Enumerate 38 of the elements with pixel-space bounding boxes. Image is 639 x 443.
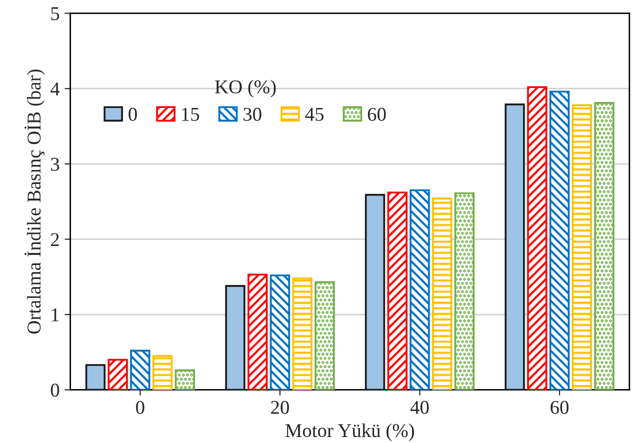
bar <box>410 189 430 390</box>
bar <box>292 277 312 390</box>
bar <box>152 355 173 390</box>
bar <box>314 281 335 390</box>
bar <box>248 274 268 390</box>
y-tick-label: 2 <box>51 233 59 246</box>
bar <box>432 198 452 390</box>
bar <box>130 350 150 390</box>
bar <box>549 90 570 390</box>
bar <box>225 285 246 390</box>
bar <box>85 364 106 390</box>
x-tick-label: 20 <box>271 400 289 414</box>
bar <box>504 104 525 390</box>
y-tick-label: 4 <box>50 82 60 96</box>
bar <box>387 192 408 390</box>
y-tick-label: 3 <box>51 158 60 171</box>
y-axis-title: Ortalama İndike Basınç OİB (bar) <box>24 70 45 334</box>
bar <box>270 274 290 390</box>
x-tick-label: 40 <box>410 400 429 414</box>
bar <box>174 369 195 390</box>
legend-label: 15 <box>182 108 200 121</box>
bar <box>527 86 548 390</box>
bar <box>454 192 475 390</box>
legend-title: KO (%) <box>215 80 276 98</box>
legend-label: 0 <box>128 108 137 121</box>
y-tick-label: 0 <box>50 384 60 397</box>
x-tick-label: 0 <box>136 400 144 414</box>
legend-label: 45 <box>305 108 324 121</box>
x-axis-title: Motor Yükü (%) <box>285 423 414 442</box>
bar <box>572 104 592 390</box>
y-tick-label: 5 <box>51 7 60 20</box>
y-tick-label: 1 <box>52 308 59 322</box>
legend-label: 60 <box>368 108 386 121</box>
legend-label: 30 <box>244 108 262 121</box>
x-tick-label: 60 <box>550 400 569 414</box>
bar <box>364 194 386 390</box>
bar <box>108 358 128 390</box>
bar <box>594 102 614 390</box>
